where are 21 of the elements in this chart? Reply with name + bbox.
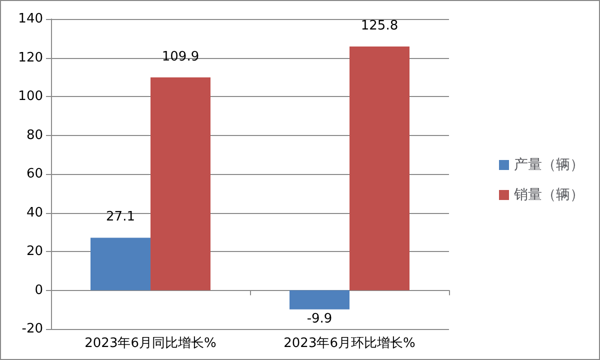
y-tick-label: 100 (18, 89, 43, 104)
data-label: 109.9 (162, 49, 200, 64)
data-label: -9.9 (306, 311, 332, 326)
data-label: 27.1 (106, 210, 135, 225)
legend-label: 产量（辆） (514, 157, 584, 173)
y-tick-label: 20 (26, 244, 43, 259)
bar (150, 77, 210, 290)
bar (350, 46, 410, 290)
y-tick-label: 40 (26, 205, 43, 220)
y-tick-label: 0 (34, 282, 43, 298)
x-tick-label: 2023年6月同比增长% (84, 336, 216, 351)
bar (90, 238, 150, 290)
legend-label: 销量（辆） (513, 187, 584, 203)
y-tick-label: 140 (18, 12, 43, 26)
y-tick-label: 80 (26, 128, 43, 143)
y-tick-label: 120 (18, 50, 43, 66)
y-tick-label: -20 (22, 322, 43, 336)
bar (290, 290, 350, 310)
x-tick-label: 2023年6月环比增长% (284, 336, 416, 351)
data-label: 125.8 (360, 18, 398, 34)
y-tick-label: 60 (26, 166, 43, 182)
